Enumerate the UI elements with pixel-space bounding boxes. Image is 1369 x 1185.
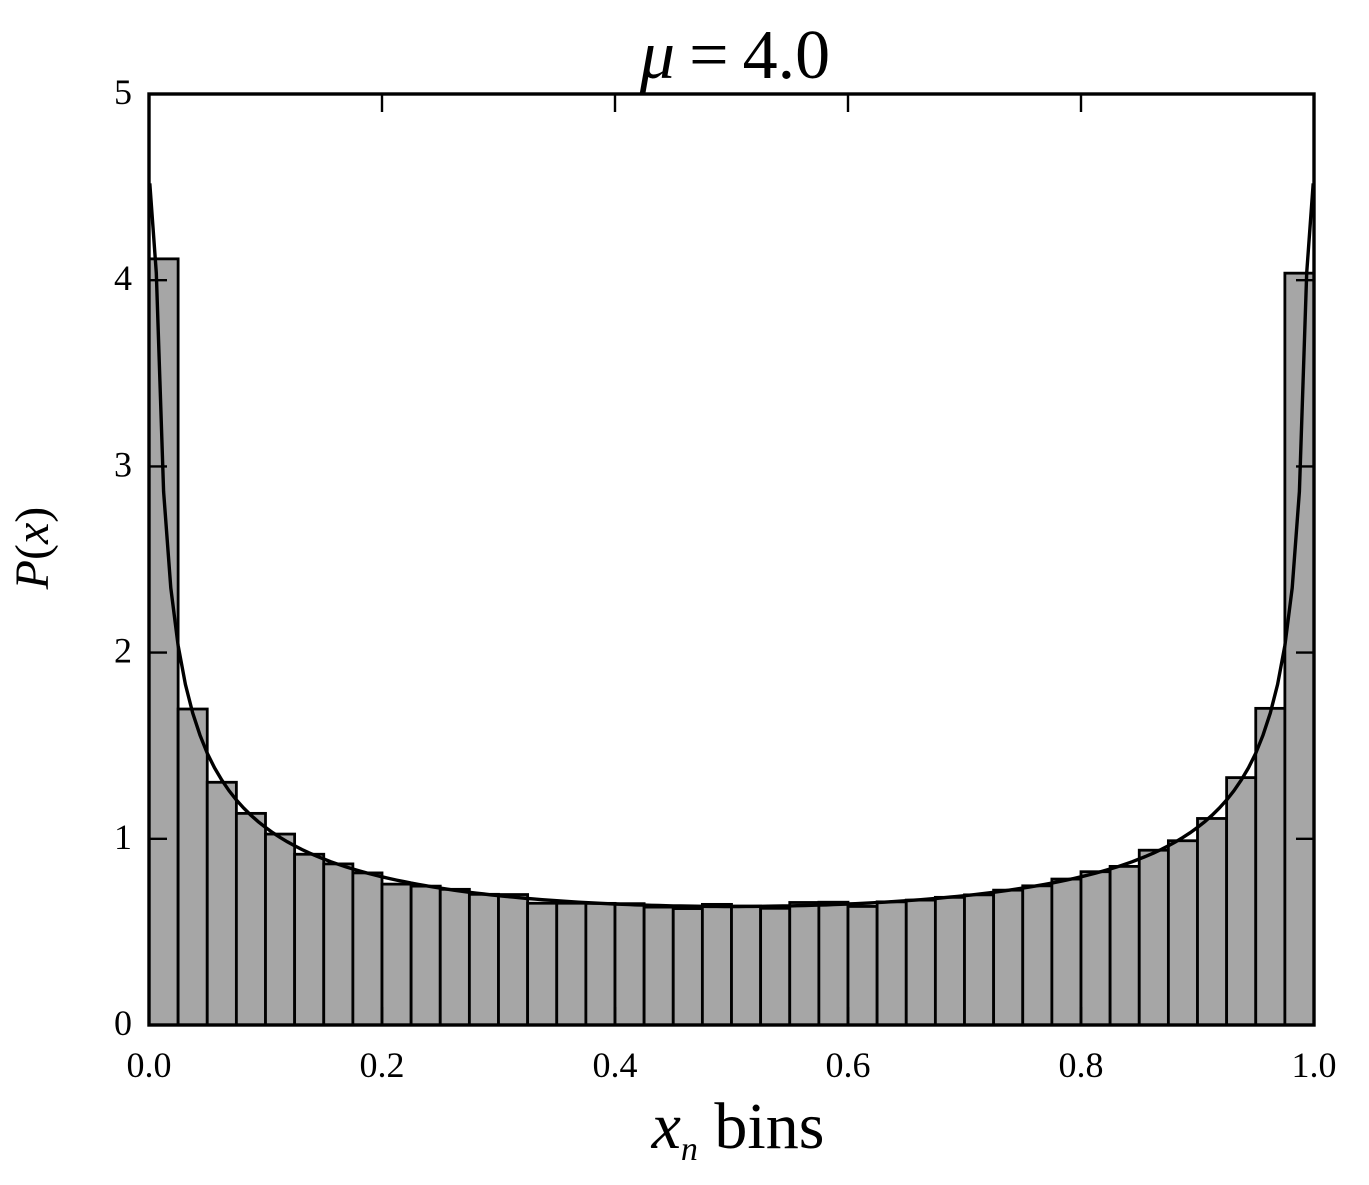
svg-text:0.4: 0.4 <box>593 1045 638 1085</box>
svg-text:0.2: 0.2 <box>360 1045 405 1085</box>
svg-text:1: 1 <box>114 817 132 857</box>
svg-text:2: 2 <box>114 631 132 671</box>
svg-text:xn bins: xn bins <box>651 1090 825 1168</box>
svg-text:3: 3 <box>114 444 132 484</box>
svg-text:P(x): P(x) <box>6 507 59 591</box>
svg-text:0: 0 <box>114 1003 132 1043</box>
svg-text:μ = 4.0: μ = 4.0 <box>639 17 830 94</box>
svg-text:0.8: 0.8 <box>1059 1045 1104 1085</box>
svg-text:0.6: 0.6 <box>826 1045 871 1085</box>
svg-text:5: 5 <box>114 72 132 112</box>
svg-text:0.0: 0.0 <box>127 1045 172 1085</box>
svg-text:1.0: 1.0 <box>1292 1045 1337 1085</box>
svg-text:4: 4 <box>114 258 132 298</box>
